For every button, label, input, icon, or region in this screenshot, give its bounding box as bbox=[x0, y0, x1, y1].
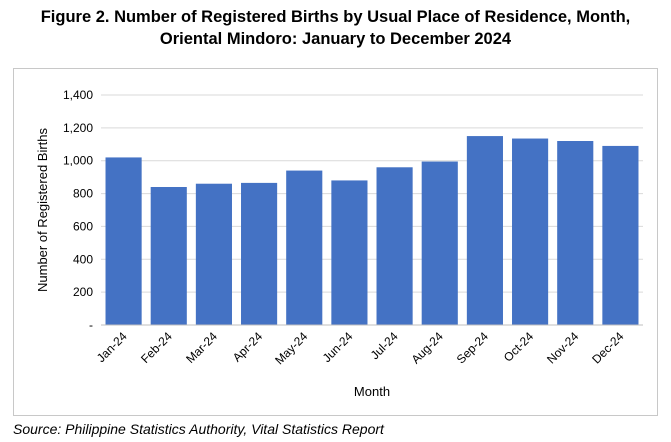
x-tick-label: Jan-24 bbox=[94, 329, 130, 365]
source-note: Source: Philippine Statistics Authority,… bbox=[13, 421, 384, 437]
x-tick-label: Jul-24 bbox=[368, 329, 401, 362]
gridlines bbox=[101, 94, 643, 293]
y-tick-label: 1,400 bbox=[63, 88, 93, 102]
x-tick-label: May-24 bbox=[272, 329, 310, 367]
bar-jul-24 bbox=[376, 167, 413, 325]
bar-may-24 bbox=[286, 170, 323, 325]
figure-title-line-2: Oriental Mindoro: January to December 20… bbox=[159, 30, 512, 48]
y-tick-label: 1,200 bbox=[63, 121, 93, 135]
x-tick-label: Sep-24 bbox=[454, 329, 491, 366]
y-tick-label: 800 bbox=[73, 187, 93, 201]
bar-nov-24 bbox=[557, 141, 594, 325]
y-tick-label: 1,000 bbox=[63, 154, 93, 168]
y-tick-label: 200 bbox=[73, 285, 93, 299]
bar-apr-24 bbox=[241, 182, 278, 325]
bar-sep-24 bbox=[466, 136, 503, 325]
bar-dec-24 bbox=[602, 145, 639, 325]
x-tick-label: Apr-24 bbox=[230, 329, 266, 365]
bars bbox=[105, 136, 639, 325]
bar-feb-24 bbox=[150, 187, 187, 325]
y-axis-label: Number of Registered Births bbox=[35, 127, 50, 292]
x-tick-label: Mar-24 bbox=[183, 329, 220, 366]
bar-mar-24 bbox=[195, 183, 232, 325]
x-tick-label: Aug-24 bbox=[409, 329, 446, 366]
chart-frame bbox=[13, 68, 658, 416]
x-tick-label: Nov-24 bbox=[544, 329, 581, 366]
figure-title: Figure 2. Number of Registered Births by… bbox=[0, 6, 671, 50]
bar-aug-24 bbox=[421, 161, 458, 325]
bar-oct-24 bbox=[512, 138, 549, 325]
x-tick-label: Dec-24 bbox=[589, 329, 626, 366]
bar-jan-24 bbox=[105, 157, 142, 325]
x-tick-label: Oct-24 bbox=[501, 329, 537, 365]
y-tick-label: 400 bbox=[73, 252, 93, 266]
x-tick-label: Feb-24 bbox=[138, 329, 175, 366]
bar-jun-24 bbox=[331, 180, 368, 325]
figure-title-line-1: Figure 2. Number of Registered Births by… bbox=[40, 8, 631, 26]
y-tick-label: - bbox=[89, 318, 93, 332]
y-tick-label: 600 bbox=[73, 219, 93, 233]
x-tick-label: Jun-24 bbox=[320, 329, 356, 365]
x-axis-label: Month bbox=[354, 384, 390, 399]
